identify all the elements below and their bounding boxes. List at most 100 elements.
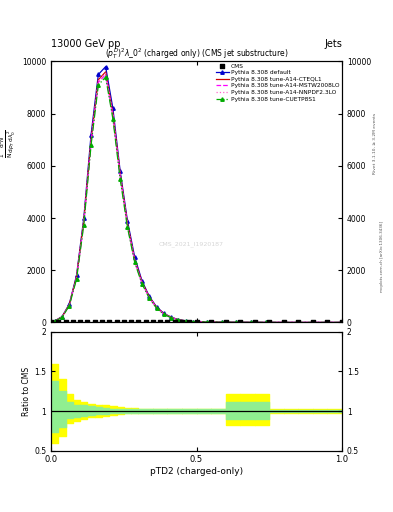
Pythia 8.308 default <box>89 132 94 138</box>
Pythia 8.308 default <box>140 278 144 284</box>
Pythia 8.308 default <box>191 318 195 325</box>
CMS <box>310 318 316 327</box>
Pythia 8.308 tune-A14-MSTW2008LO <box>60 314 64 321</box>
Pythia 8.308 tune-A14-NNPDF2.3LO <box>154 305 159 311</box>
Pythia 8.308 tune-A14-MSTW2008LO <box>96 79 101 86</box>
Pythia 8.308 tune-CUETP8S1 <box>310 319 315 326</box>
Pythia 8.308 tune-CUETP8S1 <box>110 116 115 122</box>
Pythia 8.308 default <box>154 304 159 310</box>
Pythia 8.308 tune-CUETP8S1 <box>60 314 64 321</box>
Pythia 8.308 tune-A14-MSTW2008LO <box>183 318 188 324</box>
Pythia 8.308 tune-A14-NNPDF2.3LO <box>191 318 195 325</box>
Pythia 8.308 tune-A14-MSTW2008LO <box>118 173 123 179</box>
Pythia 8.308 tune-A14-NNPDF2.3LO <box>176 317 181 323</box>
Text: Jets: Jets <box>324 38 342 49</box>
Pythia 8.308 tune-CUETP8S1 <box>67 303 72 309</box>
CMS <box>77 318 83 327</box>
Pythia 8.308 tune-A14-MSTW2008LO <box>281 319 286 326</box>
Pythia 8.308 tune-CUETP8S1 <box>183 318 188 324</box>
Pythia 8.308 default <box>103 63 108 70</box>
Pythia 8.308 default <box>310 319 315 326</box>
X-axis label: pTD2 (charged-only): pTD2 (charged-only) <box>150 467 243 476</box>
Pythia 8.308 tune-CUETP8S1 <box>96 82 101 88</box>
Pythia 8.308 default <box>249 319 253 326</box>
Pythia 8.308 tune-A14-CTEQL1 <box>110 111 115 117</box>
CMS <box>164 318 171 327</box>
Pythia 8.308 tune-A14-NNPDF2.3LO <box>220 319 224 325</box>
Pythia 8.308 tune-CUETP8S1 <box>140 281 144 287</box>
Pythia 8.308 tune-A14-CTEQL1 <box>74 274 79 280</box>
Pythia 8.308 tune-A14-MSTW2008LO <box>205 319 210 325</box>
Pythia 8.308 tune-CUETP8S1 <box>74 276 79 282</box>
CMS <box>295 318 301 327</box>
CMS <box>208 318 214 327</box>
CMS <box>55 318 62 327</box>
Pythia 8.308 tune-A14-CTEQL1 <box>169 314 173 321</box>
Pythia 8.308 tune-A14-CTEQL1 <box>176 316 181 323</box>
Pythia 8.308 tune-A14-CTEQL1 <box>154 304 159 310</box>
CMS <box>324 318 331 327</box>
Pythia 8.308 tune-A14-MSTW2008LO <box>169 314 173 321</box>
Pythia 8.308 default <box>234 319 239 326</box>
Pythia 8.308 tune-A14-MSTW2008LO <box>110 113 115 119</box>
Pythia 8.308 tune-A14-NNPDF2.3LO <box>96 78 101 84</box>
Pythia 8.308 tune-CUETP8S1 <box>81 222 86 228</box>
Pythia 8.308 tune-A14-NNPDF2.3LO <box>81 219 86 225</box>
Pythia 8.308 tune-A14-MSTW2008LO <box>74 275 79 281</box>
Pythia 8.308 default <box>340 319 344 326</box>
Pythia 8.308 tune-A14-NNPDF2.3LO <box>169 314 173 321</box>
Pythia 8.308 tune-A14-MSTW2008LO <box>340 319 344 326</box>
Pythia 8.308 tune-A14-CTEQL1 <box>67 302 72 308</box>
Pythia 8.308 default <box>162 310 166 316</box>
Pythia 8.308 default <box>110 105 115 112</box>
Line: Pythia 8.308 tune-A14-NNPDF2.3LO: Pythia 8.308 tune-A14-NNPDF2.3LO <box>55 73 342 323</box>
CMS <box>143 318 149 327</box>
Text: mcplots.cern.ch [arXiv:1306.3436]: mcplots.cern.ch [arXiv:1306.3436] <box>380 221 384 291</box>
Pythia 8.308 tune-A14-NNPDF2.3LO <box>132 257 137 263</box>
Pythia 8.308 tune-A14-CTEQL1 <box>183 318 188 324</box>
Pythia 8.308 tune-CUETP8S1 <box>162 311 166 317</box>
Pythia 8.308 tune-A14-NNPDF2.3LO <box>147 294 152 301</box>
CMS <box>48 318 54 327</box>
CMS <box>128 318 134 327</box>
CMS <box>222 318 229 327</box>
Pythia 8.308 tune-CUETP8S1 <box>52 318 57 324</box>
Pythia 8.308 default <box>125 218 130 224</box>
Pythia 8.308 tune-A14-CTEQL1 <box>60 314 64 320</box>
Pythia 8.308 tune-A14-NNPDF2.3LO <box>60 314 64 320</box>
Pythia 8.308 tune-A14-CTEQL1 <box>125 220 130 226</box>
CMS <box>70 318 76 327</box>
Pythia 8.308 tune-A14-MSTW2008LO <box>140 280 144 286</box>
Pythia 8.308 tune-CUETP8S1 <box>132 260 137 266</box>
Pythia 8.308 tune-A14-NNPDF2.3LO <box>183 318 188 324</box>
Pythia 8.308 tune-A14-NNPDF2.3LO <box>140 280 144 286</box>
Text: 13000 GeV pp: 13000 GeV pp <box>51 38 121 49</box>
CMS <box>62 318 69 327</box>
Pythia 8.308 tune-CUETP8S1 <box>249 319 253 326</box>
Pythia 8.308 tune-A14-NNPDF2.3LO <box>281 319 286 326</box>
Pythia 8.308 tune-A14-CTEQL1 <box>89 137 94 143</box>
Pythia 8.308 tune-A14-CTEQL1 <box>263 319 268 326</box>
Pythia 8.308 tune-A14-NNPDF2.3LO <box>67 302 72 308</box>
Pythia 8.308 tune-A14-MSTW2008LO <box>52 318 57 324</box>
CMS <box>114 318 120 327</box>
Pythia 8.308 tune-A14-NNPDF2.3LO <box>205 319 210 325</box>
Pythia 8.308 default <box>52 318 57 324</box>
Pythia 8.308 tune-A14-MSTW2008LO <box>220 319 224 325</box>
Pythia 8.308 tune-A14-NNPDF2.3LO <box>249 319 253 326</box>
CMS <box>106 318 112 327</box>
CMS <box>266 318 272 327</box>
Pythia 8.308 tune-A14-MSTW2008LO <box>191 318 195 325</box>
Pythia 8.308 tune-A14-CTEQL1 <box>205 319 210 325</box>
Pythia 8.308 tune-A14-MSTW2008LO <box>310 319 315 326</box>
Pythia 8.308 tune-A14-CTEQL1 <box>220 319 224 325</box>
CMS <box>121 318 127 327</box>
Pythia 8.308 tune-A14-MSTW2008LO <box>176 317 181 323</box>
Pythia 8.308 tune-A14-NNPDF2.3LO <box>103 70 108 76</box>
Pythia 8.308 tune-A14-NNPDF2.3LO <box>125 222 130 228</box>
CMS <box>186 318 193 327</box>
Pythia 8.308 default <box>67 301 72 307</box>
Pythia 8.308 tune-A14-MSTW2008LO <box>162 311 166 317</box>
CMS <box>157 318 163 327</box>
Pythia 8.308 tune-CUETP8S1 <box>340 319 344 326</box>
